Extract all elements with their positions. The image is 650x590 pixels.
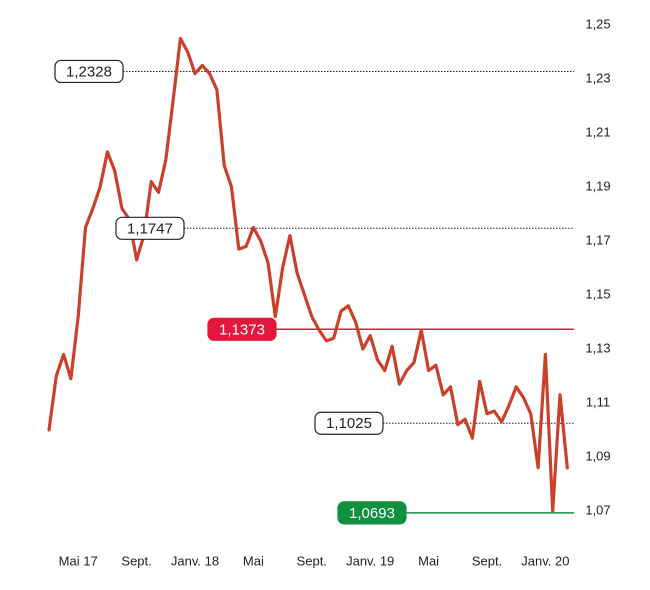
annotation-label: 1,0693: [349, 505, 395, 522]
annotation-box: [54, 59, 124, 84]
annotation-box: [207, 317, 277, 341]
y-tick-label: 1,09: [585, 448, 610, 463]
y-tick-label: 1,21: [585, 124, 610, 139]
x-tick-label: Sept.: [121, 553, 151, 568]
annotation-label: 1,2328: [66, 63, 112, 80]
x-tick-label: Sept.: [472, 553, 502, 568]
annotations: [123, 70, 574, 514]
annotation-label: 1,1373: [219, 321, 265, 338]
annotation-box: [115, 216, 185, 240]
annotation-box: [314, 411, 384, 435]
y-tick-label: 1,19: [585, 178, 610, 193]
x-tick-label: Mai 17: [59, 553, 98, 568]
y-tick-label: 1,15: [585, 286, 610, 301]
y-tick-label: 1,11: [586, 394, 610, 409]
line-series: [47, 36, 569, 513]
x-tick-label: Janv. 18: [171, 553, 219, 568]
annotation-label: 1,1025: [326, 415, 372, 432]
x-tick-label: Sept.: [297, 553, 327, 568]
y-tick-label: 1,25: [585, 16, 610, 31]
x-tick-label: Mai: [243, 553, 264, 568]
annotation-label: 1,1747: [127, 220, 173, 237]
y-tick-label: 1,17: [585, 232, 610, 247]
y-tick-label: 1,23: [585, 70, 610, 85]
y-tick-label: 1,07: [585, 502, 610, 517]
x-tick-label: Janv. 19: [346, 553, 394, 568]
x-tick-label: Janv. 20: [521, 553, 569, 568]
x-tick-label: Mai: [418, 553, 439, 568]
annotation-box: [337, 501, 407, 525]
y-tick-label: 1,13: [585, 340, 610, 355]
